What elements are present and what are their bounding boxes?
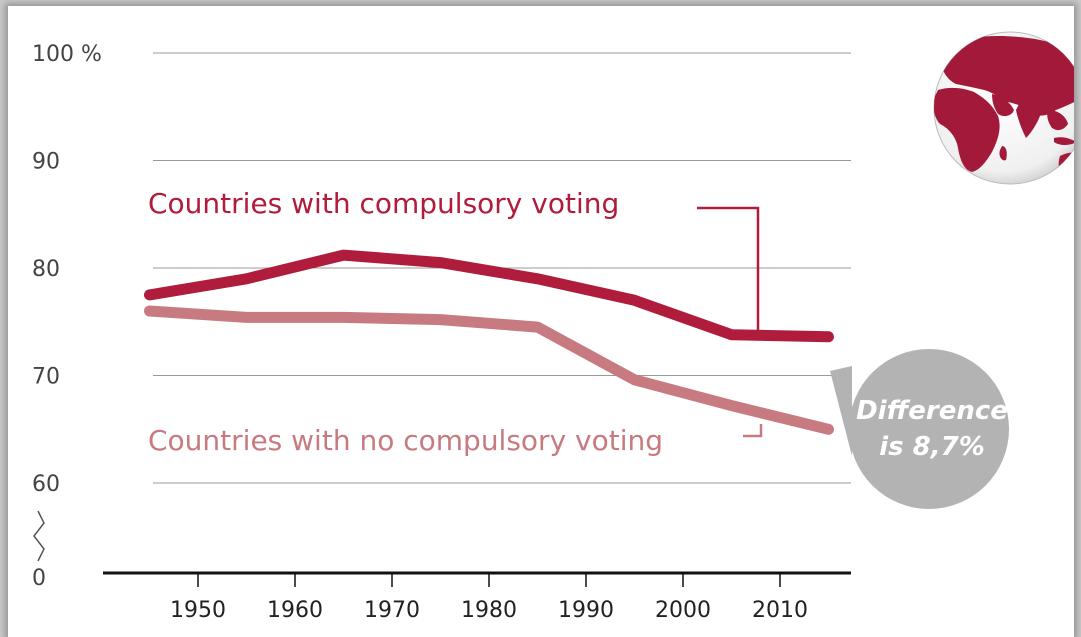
x-tick-label: 1980	[461, 598, 517, 623]
x-tick-label: 1970	[364, 598, 420, 623]
y-tick-label: 80	[32, 257, 60, 282]
globe-icon	[933, 31, 1074, 185]
y-tick-label: 70	[32, 365, 60, 390]
series-line-compulsory	[144, 249, 834, 343]
chart-frame: 100 % 90 80 70 60 0 1950 1960 1970 1980 1990 2000…	[8, 6, 1074, 637]
x-tick-label: 2010	[752, 598, 808, 623]
y-tick-label: 60	[32, 472, 60, 497]
callout-bubble-circle	[849, 349, 1009, 509]
x-tick-label: 1990	[558, 598, 614, 623]
series-line-no-compulsory	[144, 305, 834, 435]
callout-text-line2: is 8,7%	[879, 432, 985, 462]
callout-text-line1: Difference	[856, 396, 1008, 426]
x-axis: 1950 1960 1970 1980 1990 2000 2010	[103, 571, 851, 623]
y-tick-label: 90	[32, 150, 60, 175]
series-label-no-compulsory: Countries with no compulsory voting	[148, 424, 663, 457]
callout-bubble	[830, 366, 852, 456]
series-label-compulsory: Countries with compulsory voting	[148, 187, 619, 220]
no-compulsory-label-connector	[743, 424, 763, 438]
compulsory-label-connector	[697, 206, 760, 330]
series-lines	[144, 249, 834, 435]
y-tick-label: 100 %	[32, 42, 102, 67]
axis-break-icon	[33, 510, 45, 562]
difference-callout: Difference is 8,7%	[830, 349, 1009, 509]
y-zero-label: 0	[32, 566, 46, 591]
line-chart: 100 % 90 80 70 60 0 1950 1960 1970 1980 1990 2000…	[32, 31, 1074, 623]
x-tick-label: 2000	[655, 598, 711, 623]
x-tick-label: 1950	[170, 598, 226, 623]
y-axis: 100 % 90 80 70 60	[32, 42, 102, 497]
x-tick-label: 1960	[267, 598, 323, 623]
